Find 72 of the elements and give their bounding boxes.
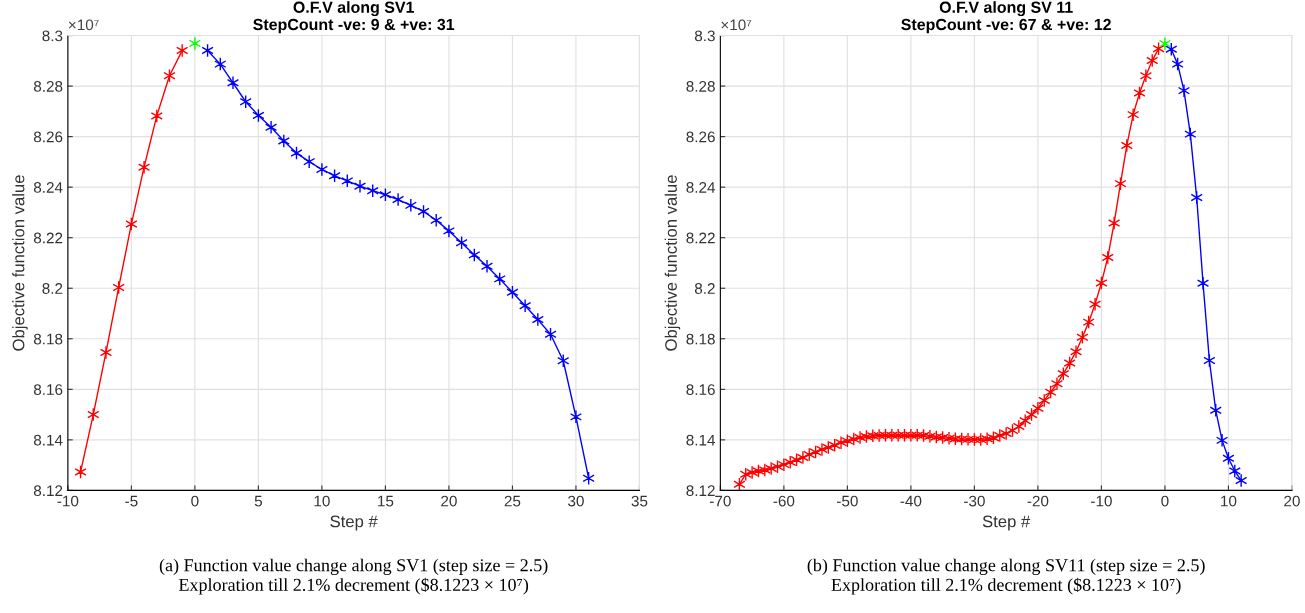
x-axis-title: Step # <box>330 515 378 531</box>
point <box>137 160 151 175</box>
y-tick-label: 8.16 <box>33 384 63 396</box>
point <box>531 312 544 327</box>
x-tick-label: 35 <box>631 495 648 507</box>
point <box>176 43 189 58</box>
x-tick-label: -50 <box>837 495 858 507</box>
y-axis-title: Objective function value <box>12 175 28 351</box>
x-tick-label: 0 <box>191 495 199 507</box>
x-tick-label: -70 <box>710 495 731 507</box>
point <box>1158 36 1172 51</box>
text: ×10⁷ <box>721 19 752 31</box>
y-tick-label: 8.18 <box>33 333 63 345</box>
chart-subtitle: StepCount -ve: 9 & +ve: 31 <box>253 18 455 34</box>
x-tick-label: 25 <box>504 495 521 507</box>
y-tick-label: 8.12 <box>33 485 63 497</box>
x-tick-label: -20 <box>1027 495 1049 507</box>
text: (a) Function value change along SV1 (step size = 2.5) Exploration till 2.1% decrement ($8.1223 × 10⁷) <box>159 558 548 595</box>
text: (b) Function value change along SV11 (step size = 2.5) Exploration till 2.1% decrement ($8.1223 × 10⁷) <box>807 558 1205 595</box>
y-tick-label: 8.24 <box>686 182 716 193</box>
y-tick-label: 8.22 <box>33 232 63 244</box>
y-tick-label: 8.28 <box>686 80 715 92</box>
point <box>264 120 278 135</box>
x-tick-label: -60 <box>773 495 795 507</box>
y-tick-label: 8.3 <box>42 30 63 42</box>
text: ×10⁷ <box>68 19 99 31</box>
y-tick-label: 8.24 <box>33 182 63 193</box>
y-tick-label: 8.14 <box>686 434 716 446</box>
point <box>1235 473 1248 488</box>
x-tick-label: 5 <box>254 495 262 507</box>
point <box>392 192 405 207</box>
x-tick-label: 10 <box>314 495 330 507</box>
x-tick-label: -10 <box>57 495 79 507</box>
x-tick-label: -10 <box>1091 495 1112 507</box>
y-tick-label: 8.28 <box>33 80 63 92</box>
x-tick-label: -40 <box>900 495 922 507</box>
x-tick-label: 0 <box>1161 495 1169 507</box>
point <box>188 36 201 51</box>
point <box>442 223 456 238</box>
y-tick-label: 8.26 <box>686 131 715 143</box>
y-tick-label: 8.14 <box>33 434 63 446</box>
y-tick-label: 8.26 <box>33 131 63 143</box>
x-tick-label: -5 <box>125 495 138 507</box>
point <box>315 162 329 177</box>
y-tick-label: 8.16 <box>686 384 715 396</box>
y-tick-label: 8.2 <box>42 283 63 294</box>
x-tick-label: 20 <box>441 495 457 507</box>
x-tick-label: -30 <box>964 495 985 507</box>
x-tick-label: 10 <box>1221 495 1237 507</box>
point <box>1177 83 1191 98</box>
point <box>480 259 494 274</box>
y-tick-label: 8.2 <box>694 283 715 294</box>
y-tick-label: 8.12 <box>686 485 715 497</box>
y-tick-label: 8.3 <box>694 30 715 42</box>
point <box>226 75 240 90</box>
point <box>569 409 583 424</box>
point <box>1215 433 1229 448</box>
point <box>353 179 367 194</box>
point <box>404 198 417 213</box>
point <box>519 298 532 313</box>
point <box>99 345 113 360</box>
point <box>1196 276 1210 291</box>
chart-title: O.F.V along SV1 <box>293 1 415 17</box>
chart-subtitle: StepCount -ve: 67 & +ve: 12 <box>901 18 1111 34</box>
y-axis-title: Objective function value <box>664 175 681 351</box>
chart-title: O.F.V along SV 11 <box>939 1 1073 17</box>
x-tick-label: 15 <box>378 495 394 507</box>
x-axis-title: Step # <box>982 515 1031 531</box>
y-tick-label: 8.22 <box>686 232 715 244</box>
x-tick-label: 30 <box>568 495 584 507</box>
x-tick-label: 20 <box>1284 495 1300 507</box>
y-tick-label: 8.18 <box>686 333 715 345</box>
